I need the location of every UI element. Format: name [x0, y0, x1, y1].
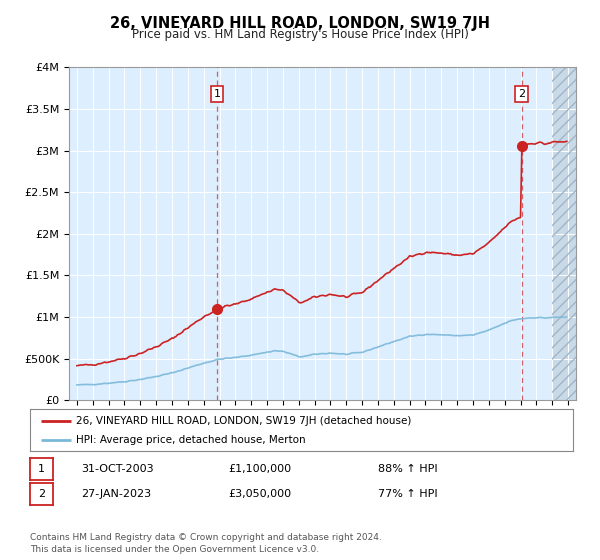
- Text: 26, VINEYARD HILL ROAD, LONDON, SW19 7JH: 26, VINEYARD HILL ROAD, LONDON, SW19 7JH: [110, 16, 490, 31]
- Text: 1: 1: [38, 464, 45, 474]
- Text: 77% ↑ HPI: 77% ↑ HPI: [378, 489, 437, 499]
- Text: 88% ↑ HPI: 88% ↑ HPI: [378, 464, 437, 474]
- Text: £1,100,000: £1,100,000: [228, 464, 291, 474]
- Text: 27-JAN-2023: 27-JAN-2023: [81, 489, 151, 499]
- Text: 26, VINEYARD HILL ROAD, LONDON, SW19 7JH (detached house): 26, VINEYARD HILL ROAD, LONDON, SW19 7JH…: [76, 416, 412, 426]
- Bar: [552, 67, 576, 400]
- Text: 31-OCT-2003: 31-OCT-2003: [81, 464, 154, 474]
- Text: 1: 1: [214, 89, 220, 99]
- Text: £3,050,000: £3,050,000: [228, 489, 291, 499]
- Bar: [552, 67, 576, 400]
- Text: 2: 2: [38, 489, 45, 499]
- Text: Price paid vs. HM Land Registry's House Price Index (HPI): Price paid vs. HM Land Registry's House …: [131, 28, 469, 41]
- Text: 2: 2: [518, 89, 526, 99]
- Text: Contains HM Land Registry data © Crown copyright and database right 2024.
This d: Contains HM Land Registry data © Crown c…: [30, 533, 382, 554]
- Text: HPI: Average price, detached house, Merton: HPI: Average price, detached house, Mert…: [76, 435, 306, 445]
